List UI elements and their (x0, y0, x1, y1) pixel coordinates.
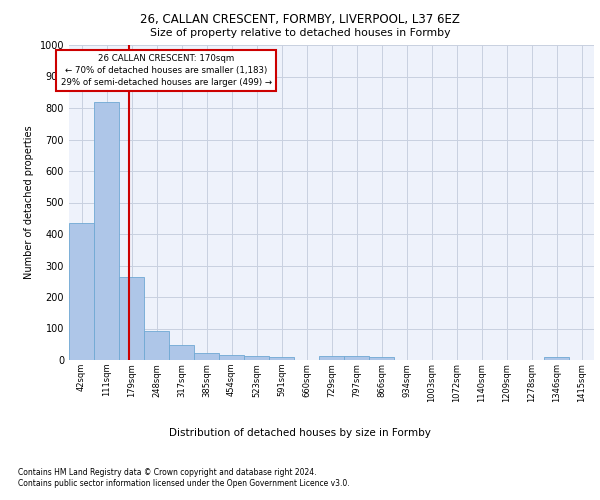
Bar (169, 345, 194, 360)
Text: Size of property relative to detached houses in Formby: Size of property relative to detached ho… (150, 28, 450, 38)
Bar (219, 354, 244, 360)
Text: Contains HM Land Registry data © Crown copyright and database right 2024.
Contai: Contains HM Land Registry data © Crown c… (18, 468, 350, 487)
Bar (269, 356, 294, 360)
Text: 26 CALLAN CRESCENT: 170sqm
← 70% of detached houses are smaller (1,183)
29% of s: 26 CALLAN CRESCENT: 170sqm ← 70% of deta… (61, 54, 272, 87)
Bar (194, 353, 219, 360)
Bar (319, 356, 344, 360)
Bar (119, 276, 144, 360)
Bar (544, 357, 569, 360)
Bar (344, 356, 369, 360)
Y-axis label: Number of detached properties: Number of detached properties (24, 126, 34, 280)
Text: 26, CALLAN CRESCENT, FORMBY, LIVERPOOL, L37 6EZ: 26, CALLAN CRESCENT, FORMBY, LIVERPOOL, … (140, 12, 460, 26)
Bar (94, 102, 119, 360)
Bar (369, 356, 394, 360)
Bar (69, 223, 94, 360)
Text: Distribution of detached houses by size in Formby: Distribution of detached houses by size … (169, 428, 431, 438)
Bar (244, 356, 269, 360)
Bar (144, 330, 169, 360)
